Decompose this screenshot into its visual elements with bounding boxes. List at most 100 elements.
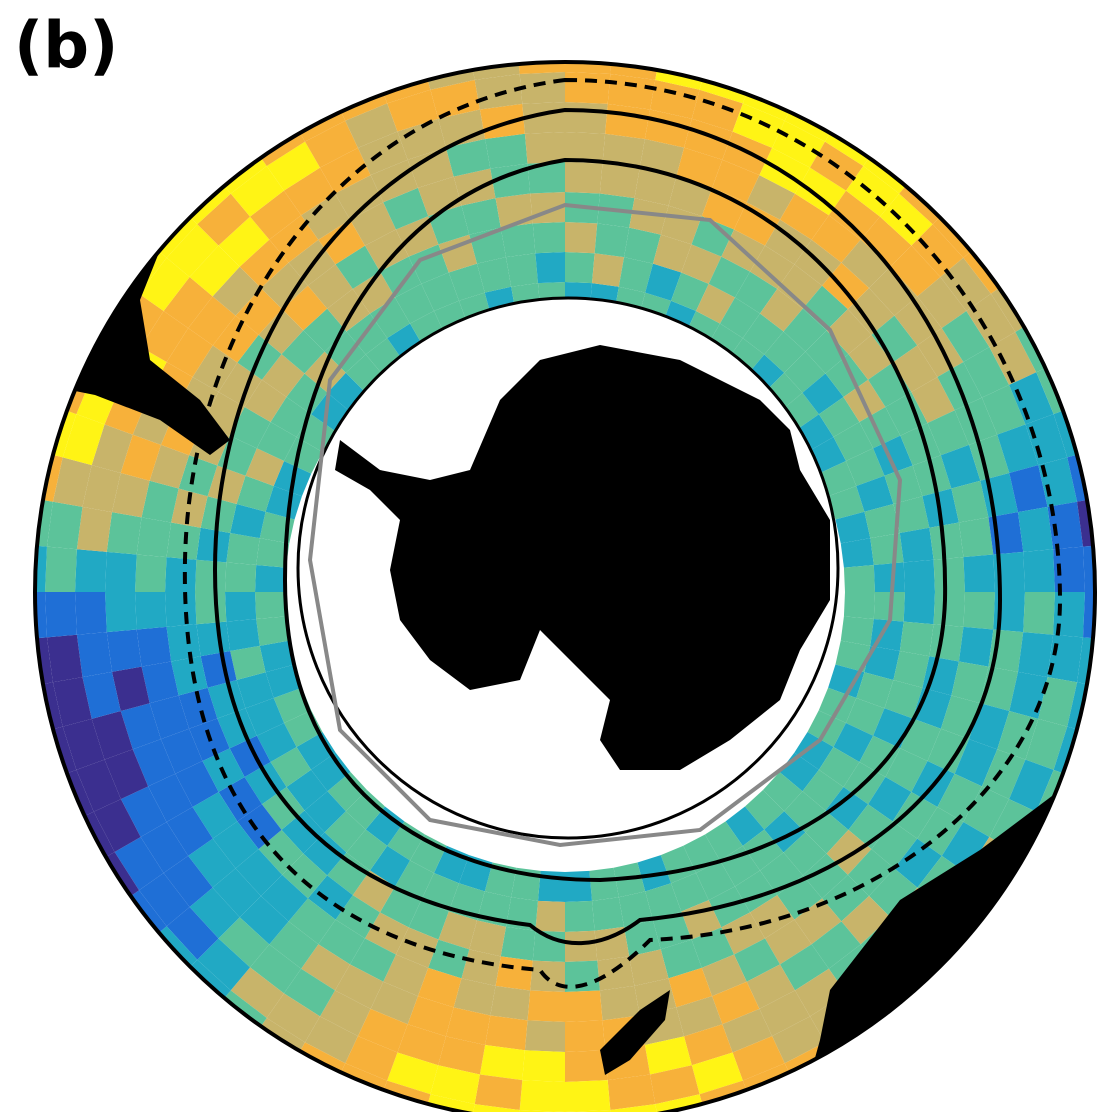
grid-cell <box>780 944 829 991</box>
grid-cell <box>981 384 1026 435</box>
grid-cell <box>894 838 942 888</box>
africa <box>700 62 1095 100</box>
grid-cell <box>445 138 491 177</box>
grid-cell <box>111 472 150 518</box>
grid-cell <box>165 557 197 592</box>
grid-cell <box>691 927 735 968</box>
grid-cell <box>250 944 302 994</box>
grid-cell <box>871 315 918 363</box>
grid-cell <box>283 968 335 1017</box>
grid-cell <box>266 141 320 191</box>
grid-cell <box>230 967 284 1018</box>
grid-cell <box>430 1065 480 1105</box>
grid-cell <box>899 527 934 563</box>
grid-cell <box>708 256 750 298</box>
grid-cell <box>594 223 630 258</box>
grid-cell <box>1009 372 1054 425</box>
grid-cell <box>260 262 308 310</box>
grid-cell <box>91 424 133 473</box>
grid-cell <box>369 845 410 887</box>
grid-cell <box>765 919 812 965</box>
grid-cell <box>132 739 176 787</box>
grid-cell <box>565 870 593 902</box>
grid-cell <box>335 175 384 220</box>
grid-cell <box>261 787 305 830</box>
grid-cell <box>52 457 92 507</box>
grid-cell <box>120 786 167 837</box>
grid-cell <box>783 308 827 352</box>
grid-cell <box>345 103 398 148</box>
grid-cell <box>1009 465 1048 513</box>
grid-cell <box>327 771 368 812</box>
grid-cell <box>517 62 565 74</box>
grid-cell <box>519 72 565 104</box>
grid-cell <box>818 460 857 497</box>
grid-cell <box>828 664 865 699</box>
grid-cell <box>82 465 121 513</box>
grid-cell <box>565 990 603 1022</box>
grid-cell <box>395 283 434 324</box>
grid-cell <box>784 351 826 393</box>
grid-cell <box>900 718 941 762</box>
grid-cell <box>594 926 630 961</box>
grid-cell <box>892 345 938 392</box>
grid-cell <box>963 554 995 592</box>
grid-cell <box>890 245 941 297</box>
grid-cell <box>235 849 283 897</box>
grid-cell <box>236 672 274 709</box>
grid-cell <box>192 792 238 839</box>
grid-cell <box>288 898 336 945</box>
grid-cell <box>565 252 595 284</box>
grid-cell <box>712 159 760 203</box>
grid-cell <box>196 621 231 657</box>
grid-cell <box>660 939 702 979</box>
grid-cell <box>335 245 380 289</box>
grid-cell <box>783 832 827 876</box>
grid-cell <box>535 252 565 284</box>
grid-cell <box>260 874 308 922</box>
grid-cell <box>958 517 994 558</box>
grid-cell <box>188 296 236 346</box>
grid-cell <box>500 926 536 961</box>
grid-cell <box>958 626 994 667</box>
grid-cell <box>780 193 829 240</box>
grid-cell <box>149 444 190 489</box>
grid-cell <box>951 661 989 704</box>
grid-cell <box>265 664 302 699</box>
grid-cell <box>848 804 893 850</box>
grid-cell <box>676 996 723 1037</box>
grid-cell <box>178 455 218 497</box>
grid-cell <box>35 592 47 640</box>
grid-cell <box>357 1008 408 1053</box>
grid-cell <box>856 672 894 709</box>
grid-cell <box>841 239 891 288</box>
grid-cell <box>802 285 848 331</box>
grid-cell <box>927 410 970 456</box>
grid-cell <box>106 629 142 672</box>
grid-cell <box>701 954 747 997</box>
grid-cell <box>929 522 964 560</box>
grid-cell <box>1053 592 1085 638</box>
grid-cell <box>911 377 955 423</box>
grid-cell <box>565 222 598 254</box>
grid-cell <box>1083 592 1095 640</box>
grid-cell <box>35 544 47 592</box>
grid-cell <box>618 257 653 293</box>
grid-cell <box>989 332 1037 385</box>
grid-cell <box>370 981 418 1025</box>
grid-cell <box>408 900 449 940</box>
grid-cell <box>599 985 640 1021</box>
grid-cell <box>1023 549 1055 592</box>
grid-cell <box>963 592 995 630</box>
grid-cell <box>255 592 287 620</box>
grid-cell <box>524 132 565 164</box>
grid-cell <box>256 723 297 762</box>
grid-cell <box>868 362 912 407</box>
grid-cell <box>76 759 121 812</box>
grid-cell <box>75 549 107 592</box>
grid-cell <box>35 637 53 688</box>
grid-cell <box>869 266 918 316</box>
grid-cell <box>929 624 964 662</box>
grid-cell <box>802 373 844 415</box>
grid-cell <box>430 79 480 119</box>
